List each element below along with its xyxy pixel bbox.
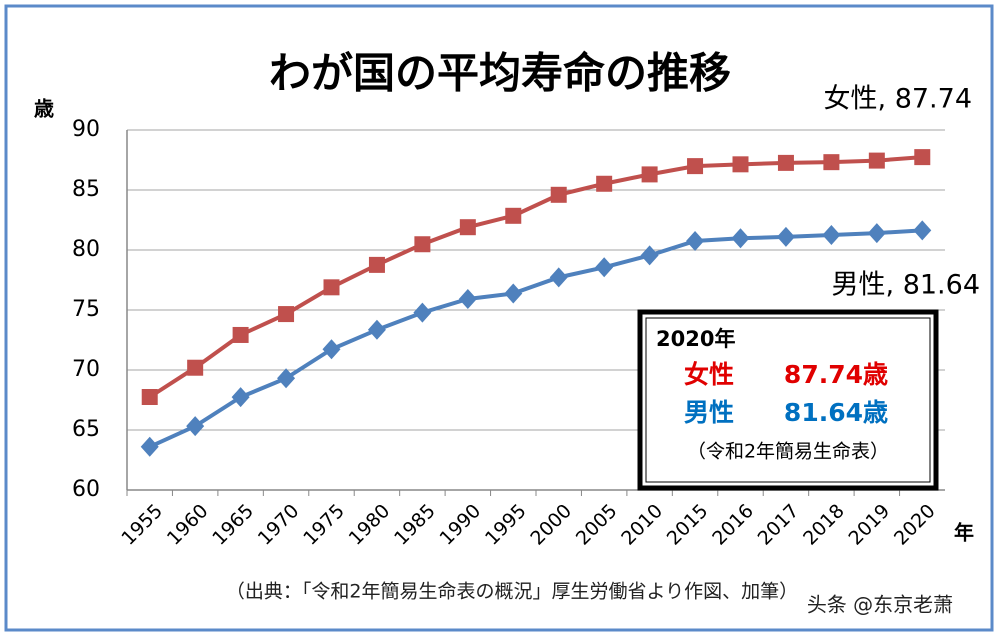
marker	[505, 207, 522, 224]
marker	[867, 223, 886, 244]
marker	[140, 436, 159, 457]
marker	[413, 302, 432, 323]
marker	[913, 220, 932, 241]
marker	[187, 359, 204, 376]
marker	[278, 306, 295, 323]
marker	[504, 283, 523, 304]
marker	[231, 387, 250, 408]
marker	[595, 257, 614, 278]
chart-title: わが国の平均寿命の推移	[269, 49, 731, 98]
marker	[822, 225, 841, 245]
marker	[640, 245, 659, 266]
marker	[550, 186, 567, 203]
summary-box-inner	[645, 317, 931, 483]
x-axis-label: 年	[954, 521, 974, 545]
marker	[186, 416, 205, 437]
marker	[459, 219, 476, 236]
marker	[232, 326, 249, 343]
marker	[549, 267, 568, 288]
marker	[777, 154, 794, 171]
y-tick-label: 65	[72, 417, 100, 442]
marker	[596, 175, 613, 192]
y-axis-label: 歳	[34, 97, 54, 121]
marker	[731, 228, 750, 249]
source: （出典：「令和2年簡易生命表の概況」厚生労働省より作図、加筆）	[226, 581, 798, 603]
marker	[686, 231, 705, 251]
marker	[368, 256, 385, 273]
marker	[367, 319, 386, 340]
marker	[277, 368, 296, 389]
box-title: 2020年	[656, 327, 735, 351]
marker	[687, 158, 704, 175]
y-tick-label: 60	[72, 477, 100, 502]
box-value: 81.64歳	[784, 398, 888, 427]
marker	[823, 154, 840, 171]
watermark: 头条 @东京老萧	[807, 593, 953, 617]
box-value: 87.74歳	[784, 360, 888, 389]
y-tick-label: 75	[72, 297, 100, 322]
marker	[776, 226, 795, 247]
box-note: （令和2年簡易生命表）	[687, 441, 889, 463]
marker	[868, 152, 885, 169]
y-tick-label: 70	[72, 357, 100, 382]
marker	[322, 339, 341, 360]
annotation: 女性, 87.74	[824, 84, 972, 115]
annotation: 男性, 81.64	[832, 270, 980, 301]
box-label: 女性	[684, 360, 734, 389]
marker	[414, 236, 431, 253]
marker	[641, 166, 658, 183]
y-tick-label: 80	[72, 237, 100, 262]
y-tick-label: 85	[72, 177, 100, 202]
marker	[141, 389, 158, 405]
marker	[323, 279, 340, 296]
y-tick-label: 90	[72, 117, 100, 142]
marker	[914, 149, 931, 166]
summary-box	[637, 309, 939, 491]
marker	[732, 156, 749, 173]
marker	[458, 288, 477, 309]
box-label: 男性	[684, 398, 734, 427]
